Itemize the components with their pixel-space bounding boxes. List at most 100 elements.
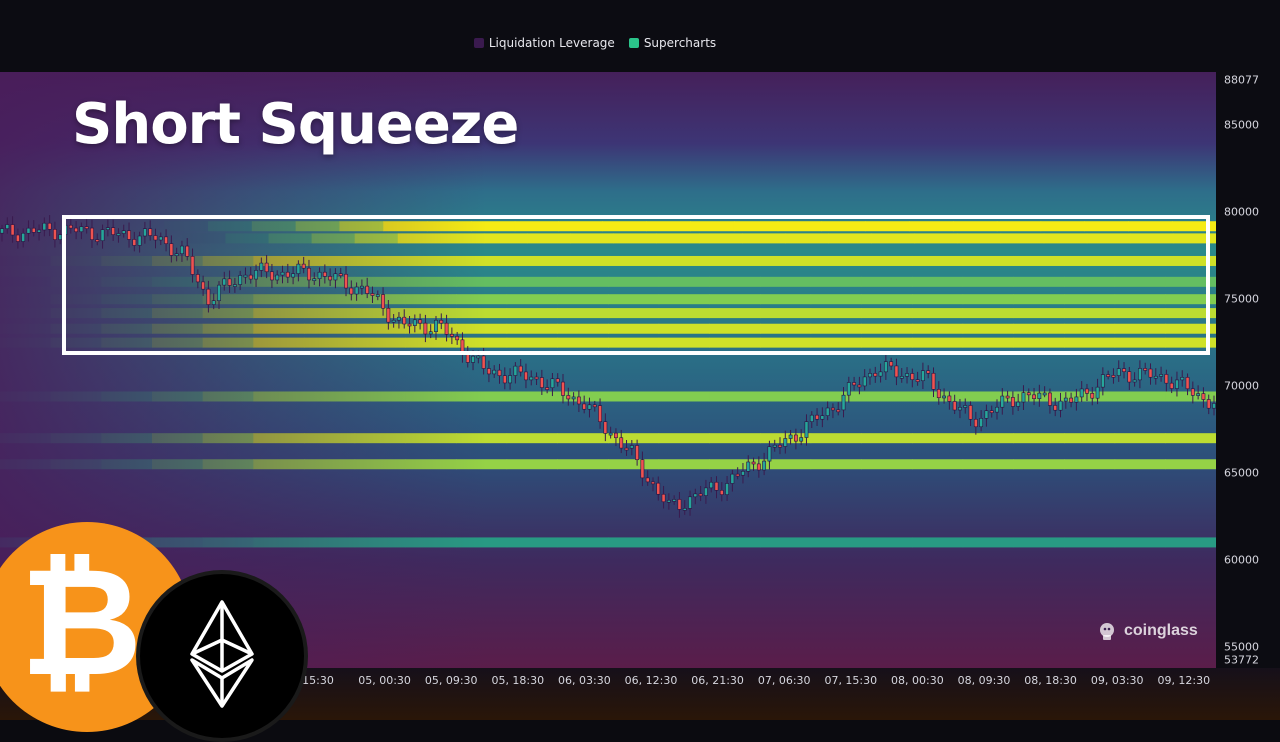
candle-down <box>111 227 116 235</box>
x-tick-label: 06, 03:30 <box>558 674 611 687</box>
candle-down <box>915 379 920 382</box>
candle-up <box>354 286 359 295</box>
candle-up <box>958 407 962 411</box>
top-bar <box>0 0 1280 72</box>
candle-down <box>778 444 782 448</box>
candle-down <box>153 235 158 241</box>
candle-up <box>883 361 888 373</box>
candle-down <box>793 434 798 442</box>
candle-down <box>270 271 274 281</box>
candle-up <box>825 407 830 416</box>
y-axis: 88077 85000 80000 75000 70000 65000 60000 55000… <box>1216 72 1280 668</box>
candle-up <box>804 421 809 438</box>
candle-up <box>217 284 221 302</box>
candle-up <box>434 319 438 332</box>
candle-down <box>910 373 915 380</box>
candle-up <box>0 228 4 234</box>
candle-down <box>889 361 894 367</box>
candle-down <box>603 421 608 434</box>
candle-down <box>894 365 899 378</box>
candle-down <box>127 230 131 240</box>
candle-down <box>1010 397 1015 407</box>
legend-label-supercharts: Supercharts <box>643 36 717 50</box>
y-tick-label: 70000 <box>1224 379 1259 393</box>
candle-up <box>1000 395 1005 408</box>
candle-up <box>254 270 258 280</box>
candle-up <box>222 278 227 286</box>
candle-up <box>26 227 31 234</box>
x-tick-label: 05, 00:30 <box>358 674 411 687</box>
candle-down <box>487 368 491 375</box>
candle-up <box>471 355 475 363</box>
candle-up <box>333 273 338 281</box>
candle-down <box>10 224 15 236</box>
candle-down <box>1032 394 1036 399</box>
candle-up <box>629 445 634 449</box>
candle-down <box>402 316 407 325</box>
candle-down <box>534 376 539 380</box>
candle-down <box>349 287 354 295</box>
candle-down <box>524 371 528 381</box>
candle-up <box>180 245 184 255</box>
candle-down <box>1090 393 1095 399</box>
candle-up <box>428 331 433 335</box>
candle-up <box>42 222 47 231</box>
legend-item-liquidation[interactable]: Liquidation Leverage <box>473 36 615 50</box>
candle-up <box>878 371 883 377</box>
candle-down <box>386 307 391 323</box>
candle-down <box>698 493 703 497</box>
candle-down <box>952 401 957 411</box>
candle-up <box>788 434 793 439</box>
candle-down <box>857 384 862 388</box>
candle-up <box>767 446 772 462</box>
legend-item-supercharts[interactable]: Supercharts <box>628 36 717 50</box>
candle-up <box>1196 393 1201 396</box>
candle-down <box>1148 368 1153 378</box>
candle-down <box>444 322 449 335</box>
x-tick-label: 05, 18:30 <box>491 674 545 687</box>
short-squeeze-highlight-box <box>62 215 1210 355</box>
candle-down <box>539 377 544 388</box>
x-tick-label: 09, 12:30 <box>1157 674 1211 687</box>
candle-down <box>645 477 650 483</box>
x-tick-label: 09, 03:30 <box>1090 674 1144 687</box>
candle-down <box>418 319 423 324</box>
candle-down <box>735 473 740 477</box>
candle-up <box>174 253 179 257</box>
candle-down <box>852 382 857 386</box>
candle-up <box>688 496 692 509</box>
candle-down <box>592 404 597 408</box>
candle-up <box>238 275 243 285</box>
candle-up <box>741 471 745 476</box>
candle-down <box>31 227 36 233</box>
candle-down <box>1106 374 1111 377</box>
candle-down <box>47 222 52 230</box>
candle-down <box>582 403 587 410</box>
candle-up <box>476 355 481 359</box>
candle-down <box>619 437 624 449</box>
candle-up <box>359 285 364 289</box>
candle-up <box>772 444 777 448</box>
candle-down <box>555 378 560 383</box>
y-tick-label: 88077 <box>1224 73 1259 87</box>
liquidation-heatmap[interactable] <box>0 72 1216 668</box>
candle-down <box>439 319 444 324</box>
x-tick-label: 08, 00:30 <box>891 674 944 687</box>
candle-down <box>566 395 571 400</box>
candle-up <box>312 278 317 282</box>
x-tick-label: 08, 09:30 <box>957 674 1011 687</box>
candle-down <box>989 410 994 414</box>
y-tick-label: 80000 <box>1224 205 1259 219</box>
candle-down <box>936 389 941 398</box>
candle-up <box>725 483 729 495</box>
candle-down <box>502 375 507 384</box>
candle-down <box>656 482 661 495</box>
candle-up <box>942 395 946 399</box>
candle-up <box>979 418 984 428</box>
candle-up <box>232 284 237 287</box>
candle-up <box>963 405 968 408</box>
candle-down <box>1190 388 1195 396</box>
x-tick-label: 06, 12:30 <box>624 674 678 687</box>
candle-up <box>412 319 417 326</box>
candle-down <box>132 239 137 246</box>
